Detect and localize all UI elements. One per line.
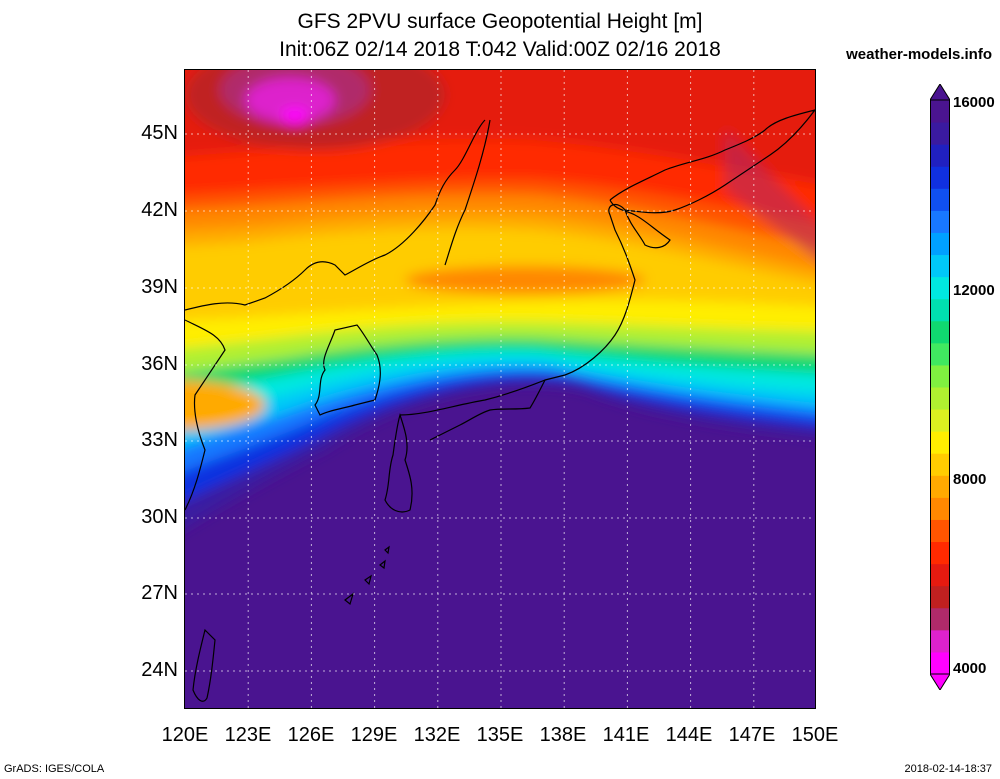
lon-label-150e: 150E: [791, 724, 839, 746]
colorbar-cell: [930, 144, 950, 167]
honshu-coast: [399, 199, 671, 416]
colorbar-cell: [930, 188, 950, 211]
lat-label-27n: 27N: [141, 582, 178, 604]
taiwan-coast: [192, 628, 216, 702]
colorbar-cell: [930, 254, 950, 278]
colorbar-cell: [930, 519, 950, 543]
lat-label-24n: 24N: [141, 659, 178, 681]
colorbar-cell: [930, 651, 950, 675]
colorbar-cell: [930, 232, 950, 256]
colorbar-cell: [930, 210, 950, 233]
colorbar-cell: [930, 541, 950, 565]
map-panel: [184, 69, 816, 709]
colorbar-cell: [930, 585, 950, 609]
lon-label-144e: 144E: [665, 724, 713, 746]
korea-coastline: [314, 324, 381, 416]
lon-label-126e: 126E: [287, 724, 335, 746]
colorbar: [930, 84, 950, 690]
map-subtitle: Init:06Z 02/14 2018 T:042 Valid:00Z 02/1…: [279, 38, 721, 61]
lon-label-132e: 132E: [413, 724, 461, 746]
colorbar-cell: [930, 100, 950, 123]
colorbar-cell: [930, 475, 950, 498]
lat-label-39n: 39N: [141, 276, 178, 298]
lat-label-30n: 30N: [141, 506, 178, 528]
lon-label-138e: 138E: [539, 724, 587, 746]
band-brown-east: [725, 130, 815, 258]
colorbar-cell: [930, 563, 950, 587]
colorbar-cell: [930, 298, 950, 322]
lat-label-33n: 33N: [141, 429, 178, 451]
height-field-map: [185, 70, 815, 708]
colorbar-label-12000: 12000: [953, 282, 995, 299]
graticule: [185, 70, 815, 708]
kyushu-coast: [384, 413, 413, 513]
site-name: weather-models.info: [846, 46, 992, 63]
colorbar-label-8000: 8000: [953, 471, 987, 488]
china-coast: [185, 319, 226, 511]
colorbar-cell: [930, 166, 950, 189]
colorbar-cell: [930, 629, 950, 653]
lat-label-42n: 42N: [141, 199, 178, 221]
colorbar-cell: [930, 276, 950, 300]
footer-credit: GrADS: IGES/COLA: [4, 763, 105, 775]
lon-label-141e: 141E: [602, 724, 650, 746]
lat-label-36n: 36N: [141, 353, 178, 375]
sakhalin-coast: [444, 119, 491, 266]
colorbar-cell: [930, 342, 950, 366]
colorbar-top-arrow: [930, 84, 950, 101]
lat-label-45n: 45N: [141, 122, 178, 144]
ryukyu-islands: [344, 545, 390, 606]
band-pink: [281, 108, 309, 124]
colorbar-cell: [930, 320, 950, 344]
lon-label-120e: 120E: [161, 724, 209, 746]
colorbar-cell: [930, 431, 950, 454]
map-title: GFS 2PVU surface Geopotential Height [m]: [297, 10, 703, 33]
colorbar-label-4000: 4000: [953, 660, 987, 677]
colorbar-cell: [930, 122, 950, 145]
lon-label-135e: 135E: [476, 724, 524, 746]
lon-label-147e: 147E: [728, 724, 776, 746]
colorbar-cell: [930, 607, 950, 631]
colorbar-cell: [930, 453, 950, 476]
coastlines: [185, 109, 815, 702]
band-magenta: [245, 78, 335, 122]
colorbar-cell: [930, 364, 950, 388]
hokkaido-coast: [609, 109, 815, 214]
orange-streak: [405, 266, 645, 294]
colorbar-cell: [930, 497, 950, 520]
colorbar-cell: [930, 387, 950, 410]
colorbar-cell: [930, 409, 950, 432]
shikoku-coast: [429, 379, 546, 441]
footer-timestamp: 2018-02-14-18:37: [904, 763, 992, 775]
orange-west-lobe: [185, 380, 265, 430]
lon-label-123e: 123E: [224, 724, 272, 746]
lon-label-129e: 129E: [350, 724, 398, 746]
colorbar-label-16000: 16000: [953, 94, 995, 111]
mainland-coast: [185, 119, 486, 311]
colorbar-bottom-arrow: [930, 673, 950, 690]
